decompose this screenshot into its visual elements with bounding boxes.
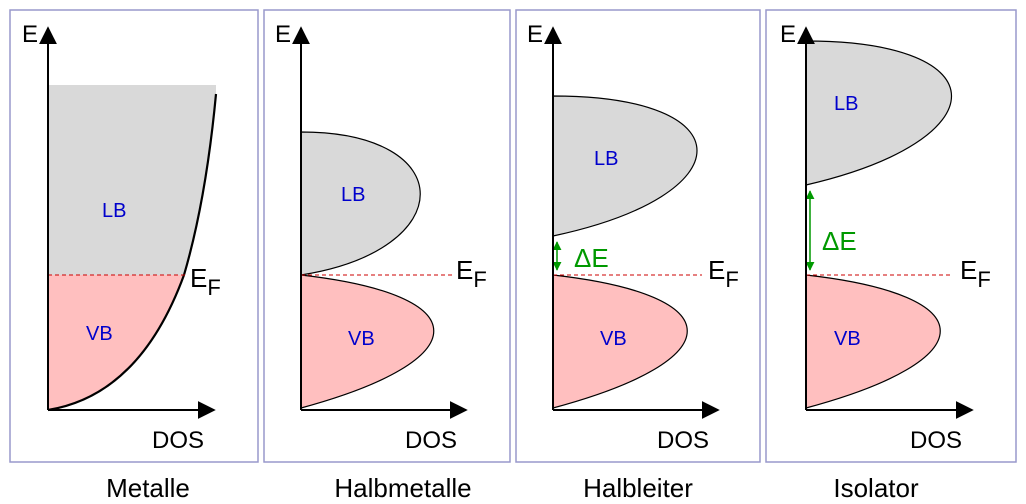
valence-band-label: VB	[348, 328, 375, 350]
panel-metalle: E DOS LB VB EF Metalle	[9, 9, 259, 503]
dos-axis-label: DOS	[152, 427, 204, 454]
panel-frame	[515, 9, 761, 463]
band-gap-label: ΔE	[822, 226, 857, 256]
panel-frame	[765, 9, 1017, 463]
band-gap-label: ΔE	[574, 243, 609, 273]
dos-axis-label: DOS	[657, 427, 709, 454]
panel-frame	[263, 9, 511, 463]
fermi-level-label: EF	[708, 255, 739, 292]
conduction-band-label: LB	[594, 148, 618, 170]
dos-axis-label: DOS	[405, 427, 457, 454]
conduction-band-fill	[48, 85, 216, 275]
valence-band-label: VB	[600, 328, 627, 350]
panel-halbmetalle: E DOS LB VB EF Halbmetalle	[263, 9, 511, 503]
conduction-band-fill	[300, 131, 421, 276]
panel-title: Metalle	[106, 473, 190, 503]
valence-band-fill	[300, 274, 435, 409]
panel-title: Halbleiter	[583, 473, 693, 503]
panel-halbleiter: E DOS LB VB ΔE EF Halbleiter	[515, 9, 761, 503]
conduction-band-label: LB	[834, 93, 858, 115]
conduction-band-fill	[805, 40, 952, 186]
valence-band-fill	[805, 274, 941, 409]
panel-frame	[9, 9, 259, 463]
conduction-band-label: LB	[102, 200, 126, 222]
dos-axis-label: DOS	[910, 427, 962, 454]
panel-title: Isolator	[833, 473, 919, 503]
valence-band-fill	[48, 275, 184, 410]
energy-axis-label: E	[527, 21, 543, 48]
fermi-level-label: EF	[960, 255, 991, 292]
valence-band-label: VB	[834, 328, 861, 350]
valence-band-label: VB	[86, 323, 113, 345]
panel-title: Halbmetalle	[334, 473, 471, 503]
energy-axis-label: E	[275, 21, 291, 48]
conduction-band-label: LB	[341, 184, 365, 206]
energy-axis-label: E	[22, 21, 38, 48]
fermi-level-label: EF	[190, 263, 221, 300]
valence-band-fill	[552, 274, 688, 409]
fermi-level-label: EF	[456, 255, 487, 292]
energy-axis-label: E	[780, 21, 796, 48]
panel-isolator: E DOS LB VB ΔE EF Isolator	[765, 9, 1017, 503]
conduction-band-fill	[552, 95, 698, 237]
